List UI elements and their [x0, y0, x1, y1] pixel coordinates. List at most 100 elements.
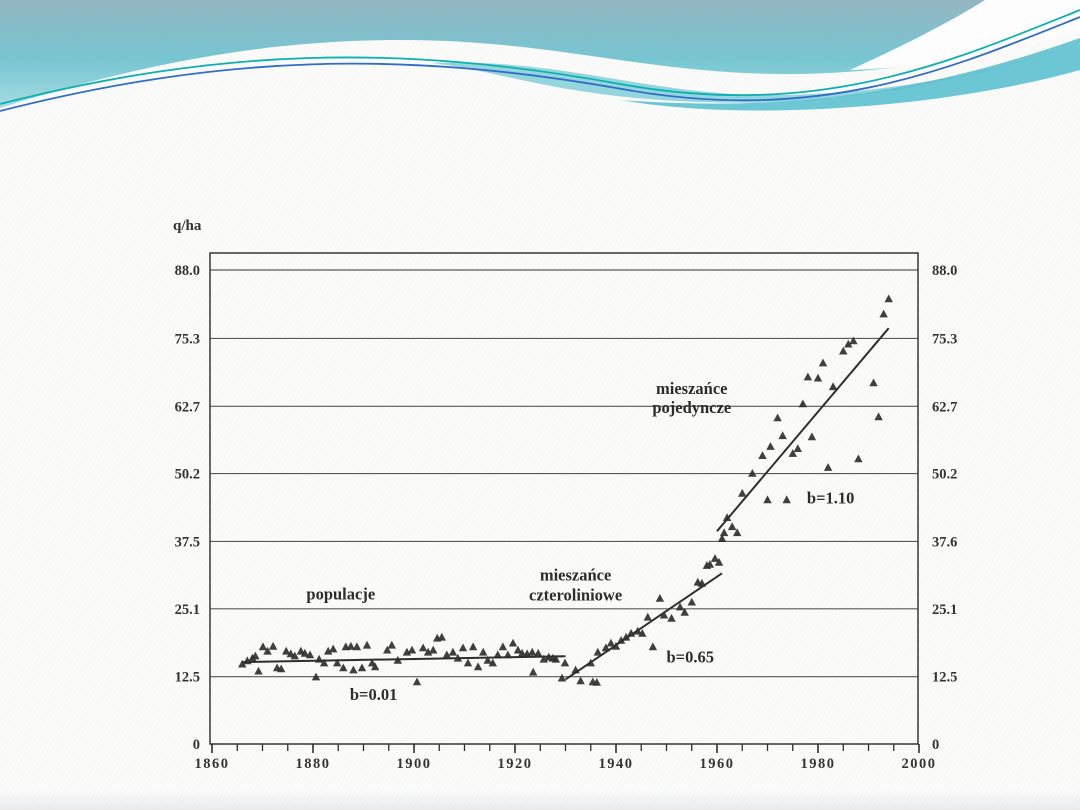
data-point-triangle — [333, 658, 342, 667]
data-point-triangle — [349, 665, 358, 674]
y-tick-label-left: 62.7 — [175, 399, 200, 415]
data-point-triangle — [352, 642, 362, 651]
data-point-triangle — [448, 647, 458, 656]
y-tick-label-right: 25.1 — [932, 602, 957, 618]
data-point-triangle — [722, 513, 732, 521]
y-tick-label-right: 62.7 — [932, 399, 957, 415]
data-point-triangle — [418, 643, 428, 652]
data-point-triangle — [488, 658, 497, 667]
data-point-triangle — [638, 629, 647, 637]
y-tick-label-left: 0 — [193, 737, 200, 753]
plot-border — [209, 252, 919, 745]
data-point-triangle — [346, 641, 356, 650]
x-tick-label: 1940 — [599, 756, 634, 772]
data-point-triangle — [854, 454, 863, 463]
data-point-triangle — [738, 488, 747, 497]
data-point-triangle — [251, 651, 260, 660]
data-point-triangle — [828, 382, 838, 391]
data-point-triangle — [453, 653, 463, 662]
series-3 — [716, 294, 893, 542]
data-point-triangle — [528, 647, 537, 656]
data-point-triangle — [357, 663, 367, 672]
data-point-triangle — [329, 644, 338, 653]
data-point-triangle — [803, 372, 813, 381]
data-point-triangle — [616, 636, 626, 644]
data-point-triangle — [437, 632, 446, 641]
data-point-triangle — [503, 650, 513, 659]
data-point-triangle — [601, 643, 611, 652]
x-tick-label: 1960 — [700, 756, 735, 772]
data-point-triangle — [407, 645, 417, 654]
data-point-triangle — [823, 463, 833, 471]
data-point-triangle — [277, 664, 286, 673]
data-point-triangle — [468, 642, 478, 651]
data-point-triangle — [680, 608, 689, 616]
slide-bottom-shade — [0, 790, 1080, 810]
x-tick-label: 2000 — [902, 756, 937, 772]
data-point-triangle — [748, 469, 757, 477]
data-point-triangle — [714, 557, 724, 566]
data-point-triangle — [793, 444, 802, 452]
data-point-triangle — [788, 449, 797, 457]
data-point-triangle — [311, 672, 321, 681]
data-point-triangle — [305, 650, 315, 659]
data-point-triangle — [733, 528, 742, 537]
data-point-triangle — [687, 597, 696, 606]
data-point-triangle — [813, 373, 823, 382]
data-point-triangle — [586, 658, 595, 667]
y-tick-label-right: 50.2 — [932, 467, 957, 483]
header-white-swoosh — [850, 0, 1080, 70]
data-point-triangle — [869, 378, 878, 387]
header-accent-line-blue — [0, 16, 1080, 112]
data-point-triangle — [362, 640, 372, 649]
data-point-triangle — [705, 560, 715, 568]
x-tick-label: 1880 — [296, 756, 331, 772]
x-axis-labels: 1860 1880 1900 1920 1940 1960 1980 2000 — [195, 756, 937, 772]
data-point-triangle — [557, 673, 567, 682]
data-point-triangle — [370, 662, 380, 671]
data-point-triangle — [758, 451, 767, 459]
data-point-triangle — [387, 640, 396, 649]
data-point-triangle — [798, 399, 808, 408]
data-point-triangle — [442, 650, 451, 659]
data-point-triangle — [626, 629, 636, 637]
data-point-triangle — [238, 659, 247, 668]
header-right-band-wave — [432, 44, 1080, 103]
y-tick-label-left: 37.5 — [175, 534, 200, 550]
annotations: populacjeb=0.01mieszańceczterolinioweb=0… — [306, 379, 854, 704]
yield-scatter-chart: 1860 1880 1900 1920 1940 1960 1980 2000 0 12.5 25.… — [173, 218, 957, 772]
annotation-b-065: b=0.65 — [667, 647, 714, 666]
data-point-triangle — [319, 658, 329, 667]
data-point-triangle — [551, 654, 561, 663]
data-point-triangle — [473, 662, 483, 671]
trend-line — [242, 655, 566, 664]
data-point-triangle — [621, 632, 631, 641]
data-point-triangle — [263, 646, 272, 655]
header-accent-line-teal — [0, 9, 1080, 105]
data-point-triangle — [592, 678, 601, 686]
data-point-triangle — [393, 655, 402, 664]
data-point-triangle — [655, 594, 665, 602]
data-point-triangle — [498, 642, 508, 651]
x-tick-label: 1860 — [195, 756, 230, 772]
y-axis-labels-right: 0 12.5 25.1 37.6 50.2 62.7 75.3 88.0 — [932, 263, 957, 753]
y-tick-label-left: 88.0 — [175, 263, 200, 279]
series-1 — [238, 632, 570, 686]
header-main-wave — [0, 0, 1080, 108]
data-point-triangle — [324, 646, 333, 655]
gridlines — [210, 269, 918, 678]
data-point-triangle — [844, 339, 853, 348]
data-point-triangle — [884, 294, 893, 303]
data-point-triangle — [849, 336, 858, 345]
yield-chart-figure: 1860 1880 1900 1920 1940 1960 1980 2000 0 12.5 25.… — [146, 190, 976, 795]
trend-line — [716, 327, 890, 532]
y-tick-label-left: 25.1 — [175, 602, 200, 618]
data-point-triangle — [839, 346, 848, 355]
annotation-mieszance-czteroliniowe: mieszańce — [540, 565, 611, 584]
series-2 — [564, 554, 724, 686]
data-point-triangle — [539, 654, 548, 663]
data-point-triangle — [648, 642, 658, 651]
data-point-triangle — [879, 309, 888, 318]
data-point-triangle — [493, 650, 502, 659]
